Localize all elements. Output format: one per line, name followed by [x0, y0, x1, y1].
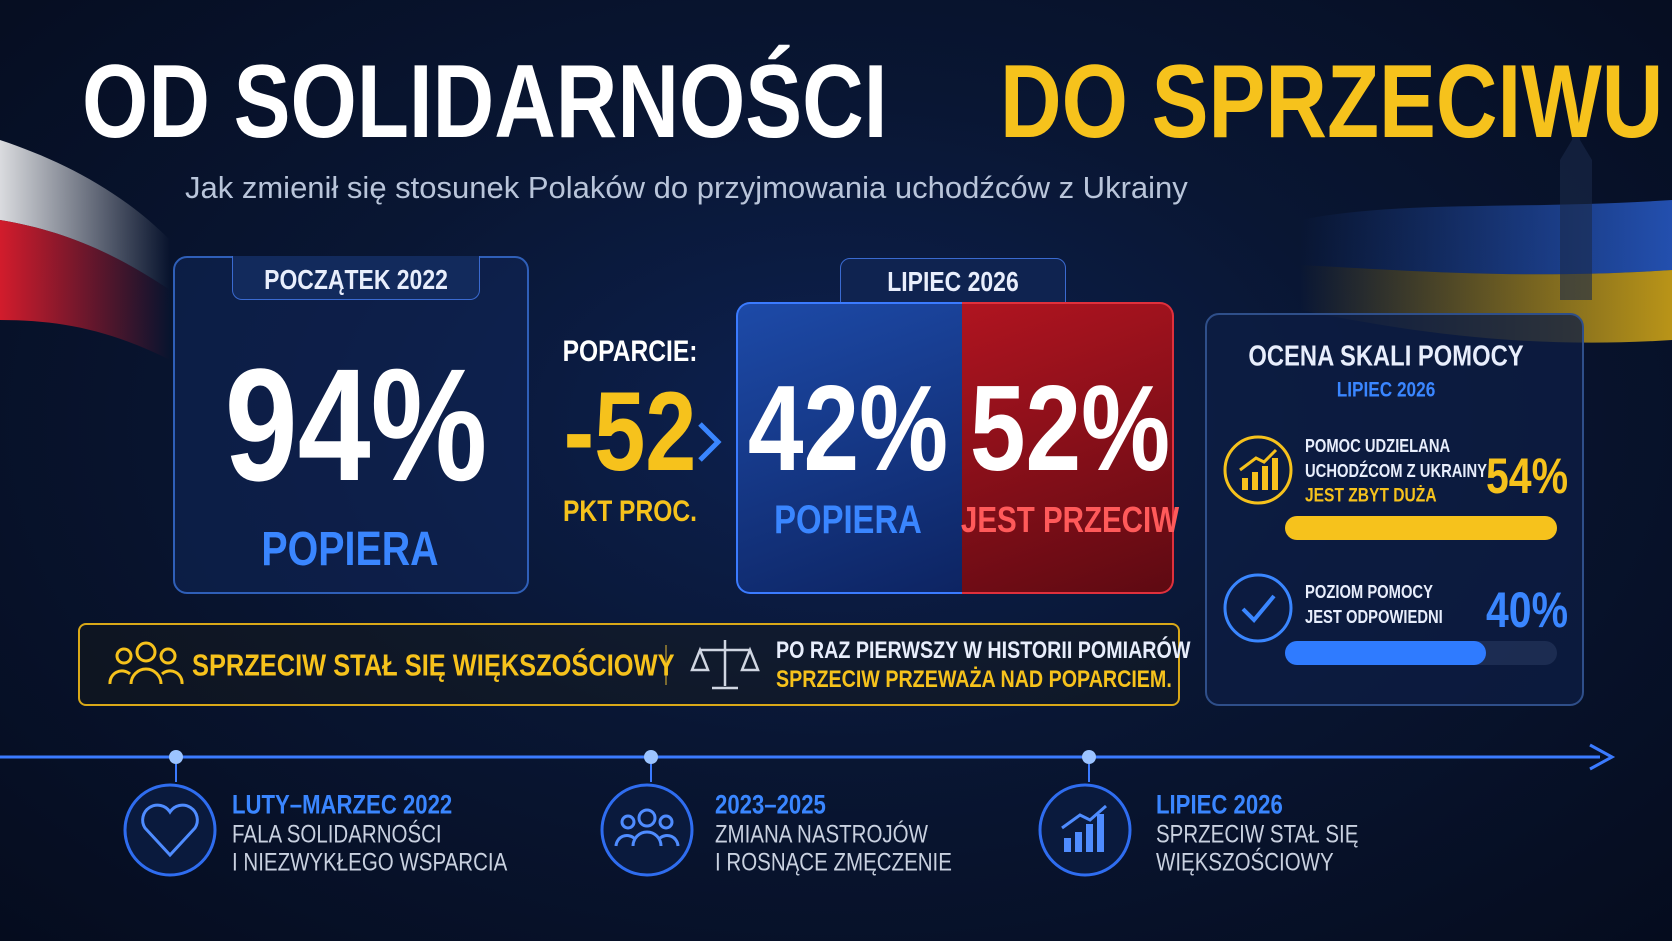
- icon-growth-shape: [1061, 804, 1107, 852]
- timeline-text: I NIEZWYKŁEGO WSPARCIA: [232, 848, 508, 877]
- timeline-text: FALA SOLIDARNOŚCI: [232, 820, 442, 849]
- item-text: UCHODŹCOM Z UKRAINY: [1305, 461, 1488, 481]
- now-tab: [840, 258, 1066, 304]
- item-value: 40%: [1485, 582, 1569, 638]
- against-value: 52%: [969, 360, 1171, 496]
- timeline-arrow: [1589, 743, 1616, 771]
- change-unit: PKT PROC.: [563, 495, 697, 528]
- timeline-date: 2023–2025: [715, 789, 826, 820]
- icon-check: [1223, 573, 1293, 643]
- timeline-text: SPRZECIW STAŁ SIĘ: [1156, 820, 1359, 849]
- support-value: 42%: [747, 360, 949, 496]
- support-card: [736, 302, 962, 594]
- bar: [1285, 641, 1487, 665]
- banner: [78, 623, 1180, 706]
- item-text: POMOC UDZIELANA: [1305, 436, 1451, 456]
- icon-chart-shape: [1242, 458, 1278, 490]
- item-highlight: JEST ZBYT DUŻA: [1305, 485, 1437, 507]
- item-text: JEST ODPOWIEDNI: [1305, 607, 1443, 627]
- assessment-title: OCENA SKALI POMOCY: [1248, 340, 1524, 373]
- chevron: [698, 422, 722, 462]
- timeline-dot: [1082, 750, 1096, 764]
- icon-chart-line: [1239, 448, 1278, 472]
- timeline-text: I ROSNĄCE ZMĘCZENIE: [715, 848, 952, 877]
- item-value: 54%: [1485, 448, 1569, 504]
- timeline-dot: [644, 750, 658, 764]
- timeline-date: LIPIEC 2026: [1156, 789, 1283, 820]
- banner-right-1: PO RAZ PIERWSZY W HISTORII POMIARÓW: [776, 637, 1191, 664]
- icon-check-shape: [1241, 594, 1276, 623]
- timeline-date: LUTY–MARZEC 2022: [232, 789, 453, 820]
- banner-right-2: SPRZECIW PRZEWAŻA NAD POPARCIEM.: [776, 666, 1172, 693]
- timeline-text: ZMIANA NASTROJÓW: [715, 820, 928, 849]
- title-white: OD SOLIDARNOŚCI: [82, 44, 888, 160]
- subtitle: Jak zmienił się stosunek Polaków do przy…: [185, 170, 1188, 205]
- against-card: [962, 302, 1174, 594]
- timeline-dot: [169, 750, 183, 764]
- icon-growth: [1038, 783, 1132, 877]
- title-yellow: DO SPRZECIWU: [1000, 44, 1664, 160]
- now-label: LIPIEC 2026: [887, 266, 1019, 297]
- against-caption: JEST PRZECIW: [960, 499, 1180, 540]
- timeline-text: WIĘKSZOŚCIOWY: [1156, 848, 1334, 877]
- icon-heart-shape: [141, 803, 199, 858]
- icon-scales: [690, 640, 760, 690]
- assessment-period: LIPIEC 2026: [1336, 378, 1436, 402]
- start-value: 94%: [224, 335, 488, 514]
- start-card: [173, 256, 529, 594]
- banner-left: SPRZECIW STAŁ SIĘ WIĘKSZOŚCIOWY: [192, 647, 675, 683]
- flag-white: [0, 140, 170, 290]
- icon-chart: [1223, 435, 1293, 505]
- flag-red: [0, 220, 170, 360]
- icon-people-shape: [614, 808, 680, 847]
- start-label: POCZĄTEK 2022: [264, 264, 448, 295]
- bar: [1285, 516, 1557, 540]
- support-caption: POPIERA: [774, 498, 922, 542]
- icon-group: [108, 641, 184, 685]
- icon-people: [600, 783, 694, 877]
- skyline: [1560, 95, 1592, 300]
- start-tab: [232, 256, 480, 300]
- change-value: -52: [563, 369, 697, 494]
- start-caption: POPIERA: [261, 523, 439, 576]
- change-label: POPARCIE:: [562, 335, 698, 368]
- item-text: POZIOM POMOCY: [1305, 582, 1433, 602]
